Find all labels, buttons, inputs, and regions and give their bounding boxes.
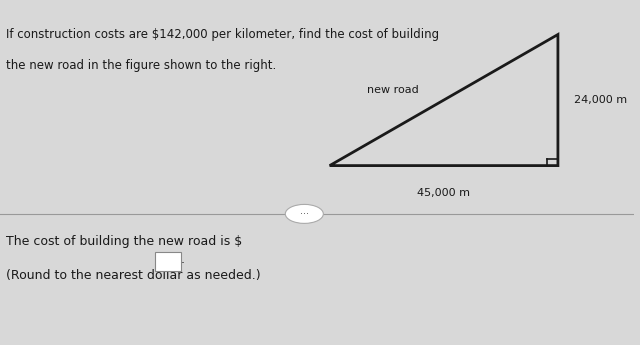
Text: the new road in the figure shown to the right.: the new road in the figure shown to the … [6, 59, 276, 72]
Text: new road: new road [367, 85, 419, 95]
FancyBboxPatch shape [156, 252, 180, 271]
Text: .: . [180, 253, 185, 266]
Text: 45,000 m: 45,000 m [417, 188, 470, 198]
Text: 24,000 m: 24,000 m [574, 95, 627, 105]
Ellipse shape [285, 204, 323, 224]
Text: If construction costs are $142,000 per kilometer, find the cost of building: If construction costs are $142,000 per k… [6, 28, 440, 41]
Text: (Round to the nearest dollar as needed.): (Round to the nearest dollar as needed.) [6, 269, 261, 282]
Text: ···: ··· [300, 209, 309, 219]
Text: The cost of building the new road is $: The cost of building the new road is $ [6, 235, 243, 248]
